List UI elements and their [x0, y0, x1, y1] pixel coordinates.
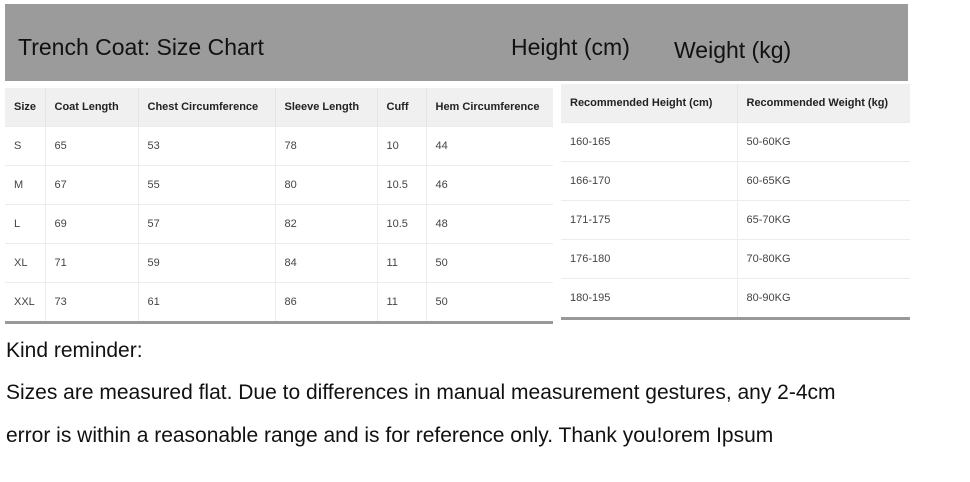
table-cell: 59	[138, 243, 276, 283]
table-row: S 65 53 78 10 44	[5, 126, 553, 166]
table-row: L 69 57 82 10.5 48	[5, 204, 553, 244]
table-cell: 53	[138, 126, 276, 166]
table-row: 176-180 70-80KG	[561, 239, 910, 279]
table-cell: 50-60KG	[737, 122, 910, 162]
table-cell: 86	[275, 282, 378, 324]
table-row: 180-195 80-90KG	[561, 278, 910, 320]
table-cell: 57	[138, 204, 276, 244]
table-cell: 73	[45, 282, 139, 324]
table-cell: 10	[377, 126, 427, 166]
table-cell: 80	[275, 165, 378, 205]
column-header: Size	[5, 88, 46, 127]
table-cell: 65-70KG	[737, 200, 910, 240]
table-cell: 11	[377, 282, 427, 324]
table-row: 166-170 60-65KG	[561, 161, 910, 201]
reminder-heading: Kind reminder:	[6, 339, 143, 362]
table-cell: 44	[426, 126, 553, 166]
recommendation-table: Recommended Height (cm) Recommended Weigh…	[561, 84, 910, 320]
table-cell: 50	[426, 243, 553, 283]
table-cell: 61	[138, 282, 276, 324]
table-cell: 71	[45, 243, 139, 283]
reminder-line-1: Sizes are measured flat. Due to differen…	[6, 381, 836, 404]
table-cell: 48	[426, 204, 553, 244]
title-banner: Trench Coat: Size Chart Height (cm) Weig…	[5, 4, 908, 81]
table-cell: 82	[275, 204, 378, 244]
column-header: Chest Circumference	[138, 88, 276, 127]
table-row: M 67 55 80 10.5 46	[5, 165, 553, 205]
table-cell: 11	[377, 243, 427, 283]
table-cell: 80-90KG	[737, 278, 910, 320]
table-cell: 180-195	[561, 278, 738, 320]
table-cell: 166-170	[561, 161, 738, 201]
column-header: Sleeve Length	[275, 88, 378, 127]
table-cell: XL	[5, 243, 46, 283]
chart-title: Trench Coat: Size Chart	[18, 34, 264, 60]
column-header: Coat Length	[45, 88, 139, 127]
table-row: XXL 73 61 86 11 50	[5, 282, 553, 324]
table-cell: 60-65KG	[737, 161, 910, 201]
weight-heading: Weight (kg)	[674, 37, 792, 63]
table-cell: 160-165	[561, 122, 738, 162]
table-cell: 65	[45, 126, 139, 166]
column-header: Recommended Height (cm)	[561, 84, 738, 123]
column-header: Recommended Weight (kg)	[737, 84, 910, 123]
height-heading: Height (cm)	[511, 34, 630, 60]
table-cell: 46	[426, 165, 553, 205]
table-cell: 67	[45, 165, 139, 205]
table-cell: 176-180	[561, 239, 738, 279]
column-header: Cuff	[377, 88, 427, 127]
size-table: Size Coat Length Chest Circumference Sleeve…	[5, 88, 553, 324]
table-cell: 78	[275, 126, 378, 166]
table-cell: 10.5	[377, 165, 427, 205]
table-cell: 69	[45, 204, 139, 244]
table-cell: M	[5, 165, 46, 205]
table-cell: S	[5, 126, 46, 166]
table-cell: L	[5, 204, 46, 244]
reminder-line-2: error is within a reasonable range and i…	[6, 424, 774, 447]
table-row: 160-165 50-60KG	[561, 122, 910, 162]
table-row: 171-175 65-70KG	[561, 200, 910, 240]
table-row: XL 71 59 84 11 50	[5, 243, 553, 283]
table-cell: 10.5	[377, 204, 427, 244]
column-header: Hem Circumference	[426, 88, 553, 127]
table-cell: 50	[426, 282, 553, 324]
table-cell: 55	[138, 165, 276, 205]
table-cell: 70-80KG	[737, 239, 910, 279]
table-cell: 171-175	[561, 200, 738, 240]
table-cell: 84	[275, 243, 378, 283]
table-cell: XXL	[5, 282, 46, 324]
